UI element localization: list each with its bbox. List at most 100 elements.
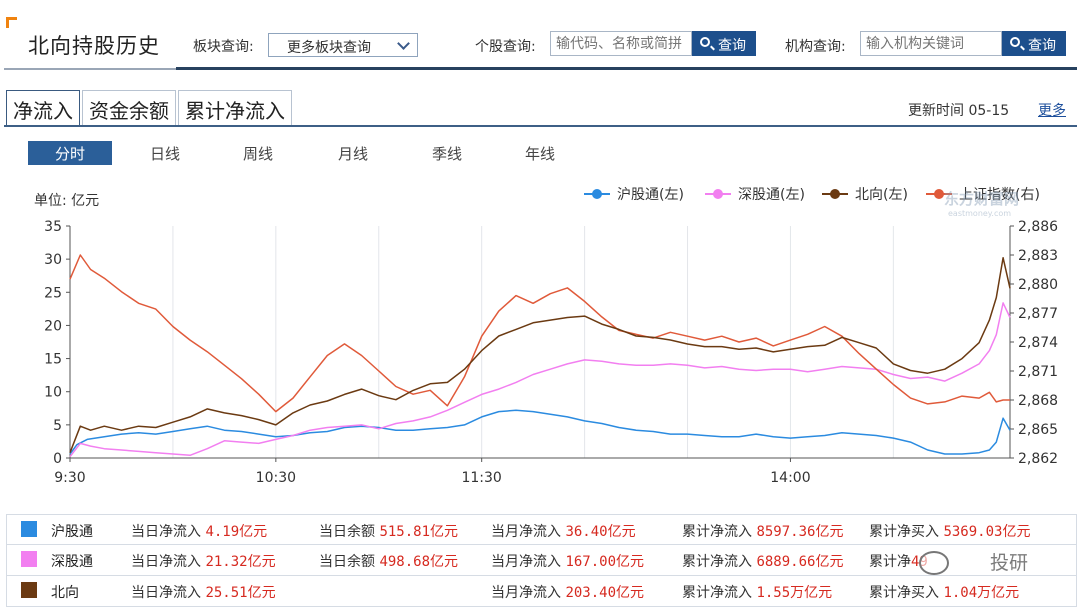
metric-value: 4.19亿元 — [205, 524, 268, 540]
period-tab-quarterly[interactable]: 季线 — [431, 145, 462, 163]
metric-value: 1.04万亿元 — [943, 585, 1020, 601]
institution-search-button-label: 查询 — [1028, 37, 1056, 53]
series-line-hu — [69, 409, 1011, 455]
row-name: 深股通 — [51, 554, 93, 570]
y-left-tick-label: 25 — [44, 285, 62, 301]
watermark-text: 东方财富网 — [944, 190, 1019, 208]
institution-search-input[interactable] — [860, 31, 1002, 56]
wechat-watermark-icon — [919, 551, 949, 575]
y-right-tick-label: 2,874 — [1018, 335, 1058, 351]
stock-search-input[interactable] — [550, 31, 692, 56]
stock-search-button[interactable]: 查询 — [692, 31, 756, 56]
eastmoney-watermark: 东方财富网 eastmoney.com — [944, 190, 1019, 218]
page-title: 北向持股历史 — [28, 34, 160, 58]
legend-marker — [592, 189, 602, 199]
sector-query-label: 板块查询: — [193, 39, 254, 55]
metric-label: 当日净流入 — [131, 524, 201, 540]
metric-label: 累计净 — [869, 554, 911, 570]
y-right-tick-label: 2,877 — [1018, 306, 1058, 322]
legend-marker — [934, 189, 944, 199]
metric-value: 36.40亿元 — [565, 524, 636, 540]
metric-value: 167.00亿元 — [565, 554, 645, 570]
y-left-tick-label: 0 — [53, 451, 62, 467]
period-tab-yearly[interactable]: 年线 — [524, 145, 555, 163]
bottom-watermark-text: 投研 — [990, 552, 1029, 574]
metric-value: 21.32亿元 — [205, 554, 276, 570]
period-tab-weekly[interactable]: 周线 — [242, 145, 273, 163]
metric-label: 累计净流入 — [682, 585, 752, 601]
summary-row-bei: 北向 当日净流入 25.51亿元 当月净流入 203.40亿元 累计净流入 1.… — [6, 576, 1077, 607]
y-right-tick-label: 2,880 — [1018, 277, 1058, 293]
series-line-sh_index — [69, 254, 1010, 413]
metric-label: 当日净流入 — [131, 585, 201, 601]
y-left-tick-label: 20 — [44, 318, 62, 334]
legend-label: 深股通(左) — [738, 187, 805, 203]
period-tabs: 分时 日线 周线 月线 季线 年线 — [28, 141, 588, 165]
x-tick-label: 11:30 — [461, 470, 501, 486]
y-left-tick-label: 5 — [53, 418, 62, 434]
row-name: 北向 — [51, 585, 79, 601]
chart-unit-label: 单位: 亿元 — [34, 193, 99, 209]
x-tick-label: 9:30 — [54, 470, 85, 486]
legend-marker — [713, 189, 723, 199]
y-right-tick-label: 2,862 — [1018, 451, 1058, 467]
sector-select-value: 更多板块查询 — [287, 40, 371, 56]
metric-value: 1.55万亿元 — [756, 585, 833, 601]
tab-fund-balance[interactable]: 资金余额 — [82, 90, 176, 126]
metric-value: 203.40亿元 — [565, 585, 645, 601]
chevron-down-icon — [397, 37, 410, 50]
metric-value: 498.68亿元 — [379, 554, 459, 570]
legend-label: 北向(左) — [855, 187, 908, 203]
main-tabs: 净流入 资金余额 累计净流入 — [6, 90, 294, 126]
x-tick-label: 14:00 — [770, 470, 810, 486]
period-tab-intraday[interactable]: 分时 — [28, 141, 112, 165]
top-bar: 北向持股历史 板块查询: 更多板块查询 个股查询: 查询 机构查询: 查询 — [0, 0, 1080, 72]
legend-label: 沪股通(左) — [617, 187, 684, 203]
legend-marker — [830, 189, 840, 199]
metric-label: 累计净买入 — [869, 585, 939, 601]
sector-select[interactable]: 更多板块查询 — [268, 33, 418, 57]
header-divider-strong — [176, 67, 1077, 70]
chart-grid — [69, 226, 894, 458]
chart-series — [69, 254, 1011, 458]
chart-legend: 沪股通(左) 深股通(左) 北向(左) 上证指数(右) — [584, 187, 1040, 203]
watermark-subtext: eastmoney.com — [948, 209, 1011, 218]
metric-label: 当月净流入 — [491, 554, 561, 570]
chart-axes: 0 5 10 15 20 25 30 35 2,862 2,865 2,868 2,871 2,874 2… — [44, 219, 1058, 486]
search-icon — [1010, 37, 1020, 47]
stock-query-label: 个股查询: — [475, 39, 536, 55]
row-name: 沪股通 — [51, 524, 93, 540]
summary-row-shen: 深股通 当日净流入 21.32亿元 当日余额 498.68亿元 当月净流入 16… — [6, 545, 1077, 576]
y-right-tick-label: 2,865 — [1018, 422, 1058, 438]
corner-accent-icon — [6, 17, 17, 28]
stock-search-button-label: 查询 — [718, 37, 746, 53]
metric-label: 累计净流入 — [682, 554, 752, 570]
metric-value: 5369.03亿元 — [943, 524, 1031, 540]
tab-cumulative-inflow[interactable]: 累计净流入 — [178, 90, 292, 126]
y-left-tick-label: 15 — [44, 352, 62, 368]
y-right-tick-label: 2,886 — [1018, 219, 1058, 235]
update-time: 更新时间 05-15 — [908, 103, 1010, 119]
metric-value: 25.51亿元 — [205, 585, 276, 601]
metric-label: 累计净流入 — [682, 524, 752, 540]
metric-value: 515.81亿元 — [379, 524, 459, 540]
metric-label: 当日净流入 — [131, 554, 201, 570]
y-left-tick-label: 10 — [44, 385, 62, 401]
metric-value: 6889.66亿元 — [756, 554, 844, 570]
legend-swatch — [21, 551, 37, 567]
period-tab-daily[interactable]: 日线 — [149, 145, 180, 163]
more-link[interactable]: 更多 — [1038, 103, 1066, 119]
search-icon — [700, 37, 710, 47]
y-right-tick-label: 2,871 — [1018, 364, 1058, 380]
summary-row-hu: 沪股通 当日净流入 4.19亿元 当日余额 515.81亿元 当月净流入 36.… — [6, 514, 1077, 545]
y-right-tick-label: 2,883 — [1018, 248, 1058, 264]
legend-swatch — [21, 521, 37, 537]
legend-label: 上证指数(右) — [959, 187, 1040, 203]
metric-label: 当日余额 — [319, 554, 375, 570]
legend-swatch — [21, 582, 37, 598]
institution-search-button[interactable]: 查询 — [1002, 31, 1066, 56]
tabs-divider — [4, 125, 1077, 127]
metric-value: 8597.36亿元 — [756, 524, 844, 540]
tab-net-inflow[interactable]: 净流入 — [6, 90, 80, 126]
period-tab-monthly[interactable]: 月线 — [337, 145, 368, 163]
